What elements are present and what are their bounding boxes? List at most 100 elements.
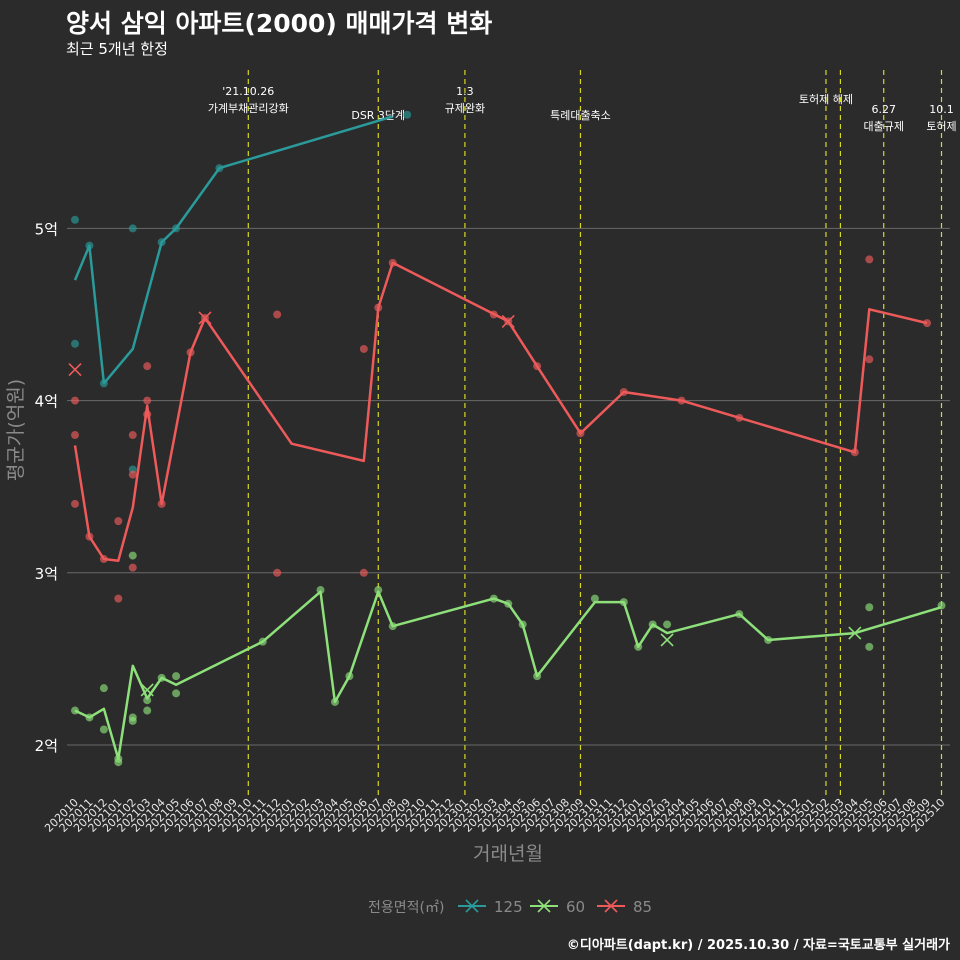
legend-key-cross <box>537 899 551 913</box>
data-point <box>533 362 542 371</box>
data-point <box>388 258 397 267</box>
legend: 전용면적(㎡) 125 60 85 <box>368 898 652 916</box>
cross-stroke <box>140 683 154 697</box>
data-point <box>330 697 339 706</box>
event-label: 6.27 <box>871 103 896 116</box>
data-point <box>71 431 79 440</box>
data-point <box>735 413 744 422</box>
data-point <box>735 610 744 619</box>
event-label: 가계부채관리강화 <box>208 102 289 115</box>
series-125 <box>71 110 412 474</box>
data-point <box>677 396 686 405</box>
data-point <box>388 622 397 631</box>
data-point <box>128 716 137 725</box>
data-point <box>85 532 94 541</box>
data-point <box>71 706 79 715</box>
data-point <box>128 563 137 572</box>
cross-marker <box>198 311 212 325</box>
data-point <box>374 303 383 312</box>
cross-stroke <box>501 314 515 328</box>
data-point <box>128 551 137 560</box>
legend-key-cross <box>604 899 618 913</box>
data-point <box>273 568 282 577</box>
data-point <box>128 224 137 233</box>
cross-stroke <box>660 633 674 647</box>
data-point <box>99 725 108 734</box>
data-point <box>186 348 195 357</box>
event-label: 1.3 <box>456 85 474 98</box>
chart-title: 양서 삼익 아파트(2000) 매매가격 변화 <box>66 9 493 38</box>
data-point <box>143 410 152 419</box>
data-point <box>143 396 152 405</box>
data-point <box>504 599 513 608</box>
data-point <box>157 499 166 508</box>
cross-marker <box>848 626 862 640</box>
data-point <box>648 620 657 629</box>
data-point <box>489 594 498 603</box>
event-label: 특례대출축소 <box>550 109 611 122</box>
legend-label: 60 <box>566 898 585 916</box>
data-point <box>99 555 108 564</box>
legend-key-85 <box>597 899 625 913</box>
series-line <box>74 590 942 761</box>
data-point <box>619 598 628 607</box>
event-label: 대출규제 <box>863 120 903 133</box>
data-point <box>590 594 599 603</box>
data-point <box>316 586 325 595</box>
cross-marker <box>68 363 82 377</box>
data-point <box>273 310 282 319</box>
data-point <box>533 672 542 681</box>
data-point <box>359 344 368 353</box>
data-point <box>634 642 643 651</box>
data-point <box>128 431 137 440</box>
data-point <box>172 224 181 233</box>
series-line <box>73 115 394 385</box>
data-point <box>489 310 498 319</box>
data-point <box>143 696 152 705</box>
y-axis-title: 평균가(억원) <box>5 379 27 481</box>
event-label: '21.10.26 <box>222 85 274 98</box>
data-point <box>114 758 123 767</box>
y-tick-label: 5억 <box>35 220 58 238</box>
data-point <box>157 673 166 682</box>
data-point <box>576 429 585 438</box>
data-point <box>518 620 527 629</box>
data-point <box>865 642 874 651</box>
data-point <box>345 672 354 681</box>
event-label: DSR 3단계 <box>351 109 405 122</box>
data-point <box>143 706 152 715</box>
event-label: 토허제 <box>926 120 956 133</box>
legend-label: 125 <box>494 898 523 916</box>
series-60 <box>71 551 946 767</box>
legend-key-60 <box>530 899 558 913</box>
data-point <box>865 355 874 364</box>
series-85 <box>68 255 932 603</box>
data-point <box>143 362 152 371</box>
data-point <box>71 215 79 224</box>
cross-stroke <box>198 311 212 325</box>
data-point <box>114 517 123 526</box>
data-point <box>128 470 137 479</box>
cross-stroke <box>848 626 862 640</box>
data-point <box>114 594 123 603</box>
data-point <box>865 603 874 612</box>
data-point <box>937 601 946 610</box>
y-tick-label: 2억 <box>35 737 58 755</box>
data-point <box>71 396 79 405</box>
data-point <box>85 241 94 250</box>
event-label: 토허제 해제 <box>799 92 853 106</box>
series-line <box>73 261 928 562</box>
data-point <box>99 684 108 693</box>
cross-stroke <box>68 363 82 377</box>
data-point <box>764 635 773 644</box>
y-tick-label: 3억 <box>35 565 58 583</box>
data-point <box>374 586 383 595</box>
source-credit: ©디아파트(dapt.kr) / 2025.10.30 / 자료=국토교통부 실… <box>566 938 950 953</box>
data-point <box>215 164 224 173</box>
data-point <box>71 339 79 348</box>
event-label: 10.1 <box>929 103 954 116</box>
data-point <box>172 689 181 698</box>
data-point <box>71 499 79 508</box>
data-point <box>85 713 94 722</box>
